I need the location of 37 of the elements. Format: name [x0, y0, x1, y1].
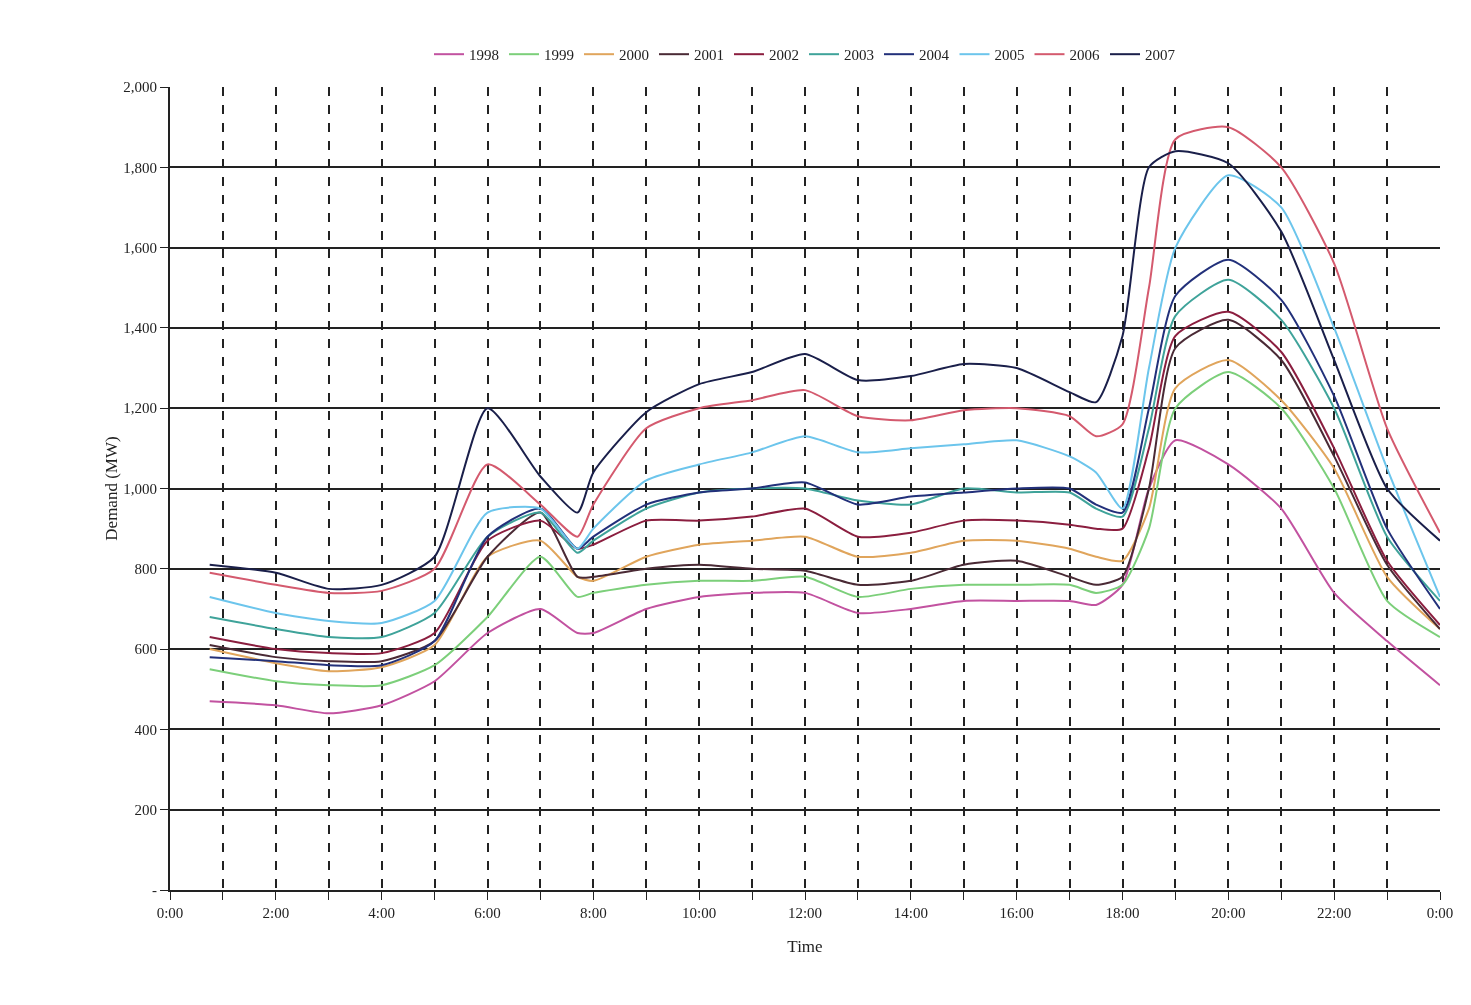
- y-tick-label: 200: [134, 801, 157, 818]
- x-tick-label: 4:00: [368, 905, 396, 921]
- x-tick-label: 8:00: [579, 905, 607, 921]
- y-tick-label: 1,000: [123, 480, 157, 497]
- x-tick-label: 0:00: [1426, 905, 1454, 921]
- y-tick-label: 400: [134, 721, 157, 738]
- x-tick-label: 2:00: [262, 905, 290, 921]
- y-axis-title: Demand (MW): [102, 436, 122, 541]
- y-tick-label: 2,000: [123, 79, 157, 96]
- y-tick-label: 600: [134, 641, 157, 658]
- y-tick-label: 1,400: [123, 320, 157, 337]
- legend-label: 2004: [919, 47, 950, 64]
- x-tick-label: 14:00: [893, 905, 928, 921]
- legend-label: 2005: [994, 47, 1025, 64]
- y-tick-label: 1,200: [123, 400, 157, 417]
- y-tick-label: 800: [134, 561, 157, 578]
- legend-label: 2000: [619, 47, 649, 64]
- legend-label: 2001: [694, 47, 724, 64]
- y-tick-label: -: [152, 882, 157, 899]
- x-tick-label: 6:00: [474, 905, 501, 921]
- x-tick-label: 20:00: [1211, 905, 1246, 921]
- legend-label: 2007: [1145, 47, 1176, 64]
- x-tick-label: 18:00: [1105, 905, 1140, 921]
- line-series: [208, 439, 1440, 715]
- y-tick-label: 1,800: [123, 159, 157, 176]
- legend-label: 2006: [1069, 47, 1100, 64]
- x-tick-label: 16:00: [999, 905, 1034, 921]
- x-tick-label: 12:00: [787, 905, 823, 921]
- legend-label: 2002: [769, 47, 799, 64]
- x-tick-label: 10:00: [682, 905, 717, 921]
- legend-label: 1998: [469, 47, 499, 64]
- x-tick-label: 22:00: [1317, 905, 1352, 921]
- legend-label: 1999: [544, 47, 574, 64]
- x-tick-label: 0:00: [156, 905, 184, 921]
- x-axis-title: Time: [787, 937, 823, 956]
- legend-label: 2003: [844, 47, 874, 64]
- y-tick-label: 1,600: [123, 239, 157, 256]
